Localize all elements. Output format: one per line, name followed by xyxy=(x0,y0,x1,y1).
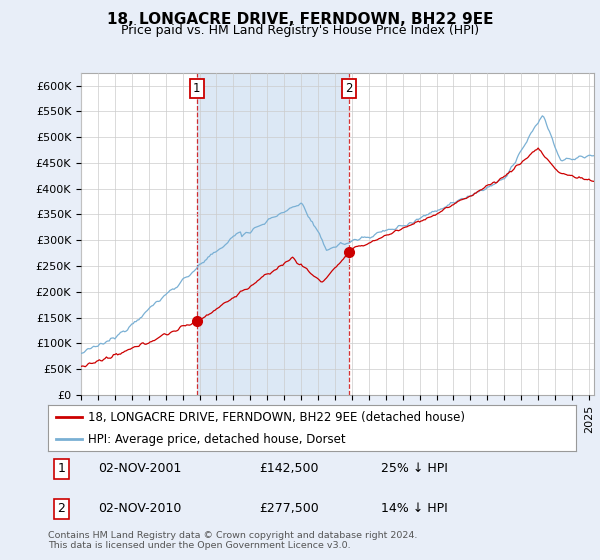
Text: 02-NOV-2001: 02-NOV-2001 xyxy=(98,463,182,475)
Text: £142,500: £142,500 xyxy=(259,463,319,475)
Bar xyxy=(197,73,349,395)
Text: Price paid vs. HM Land Registry's House Price Index (HPI): Price paid vs. HM Land Registry's House … xyxy=(121,24,479,36)
Text: 18, LONGACRE DRIVE, FERNDOWN, BH22 9EE: 18, LONGACRE DRIVE, FERNDOWN, BH22 9EE xyxy=(107,12,493,27)
Text: 1: 1 xyxy=(58,463,65,475)
Text: HPI: Average price, detached house, Dorset: HPI: Average price, detached house, Dors… xyxy=(88,433,345,446)
Text: 25% ↓ HPI: 25% ↓ HPI xyxy=(380,463,448,475)
Text: 2: 2 xyxy=(58,502,65,515)
Text: £277,500: £277,500 xyxy=(259,502,319,515)
Text: Contains HM Land Registry data © Crown copyright and database right 2024.
This d: Contains HM Land Registry data © Crown c… xyxy=(48,531,418,550)
Text: 14% ↓ HPI: 14% ↓ HPI xyxy=(380,502,448,515)
Text: 1: 1 xyxy=(193,82,200,95)
Text: 2: 2 xyxy=(346,82,353,95)
Text: 02-NOV-2010: 02-NOV-2010 xyxy=(98,502,182,515)
Text: 18, LONGACRE DRIVE, FERNDOWN, BH22 9EE (detached house): 18, LONGACRE DRIVE, FERNDOWN, BH22 9EE (… xyxy=(88,411,464,424)
